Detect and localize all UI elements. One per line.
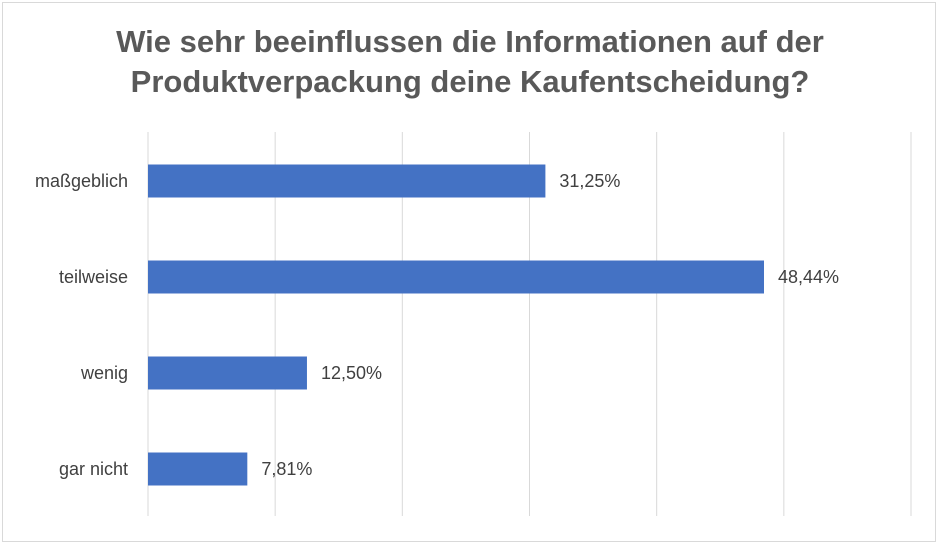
category-label: wenig [80, 363, 128, 383]
category-label: gar nicht [59, 459, 128, 479]
bar [148, 356, 307, 390]
category-label: teilweise [59, 267, 128, 287]
data-label: 7,81% [261, 459, 312, 479]
chart-title-line-1: Wie sehr beeinflussen die Informationen … [116, 24, 824, 59]
bar [148, 452, 248, 486]
data-label: 31,25% [559, 171, 620, 191]
data-label: 48,44% [778, 267, 839, 287]
chart-title: Wie sehr beeinflussen die Informationen … [0, 22, 940, 102]
category-label: maßgeblich [35, 171, 128, 191]
bar [148, 260, 764, 294]
data-label: 12,50% [321, 363, 382, 383]
bar [148, 164, 546, 198]
chart-title-line-2: Produktverpackung deine Kaufentscheidung… [130, 64, 810, 99]
